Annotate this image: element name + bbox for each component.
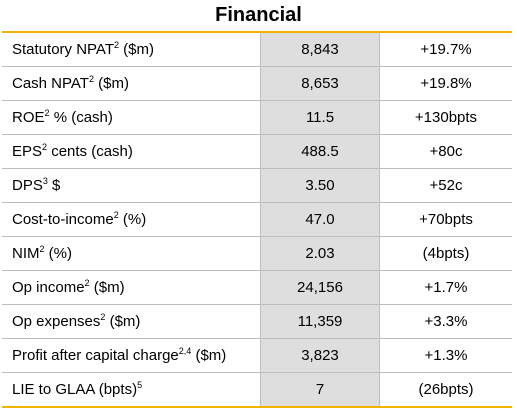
table-row: DPS3 $3.50 +52c — [2, 168, 512, 203]
value-cell: 7 — [260, 372, 380, 407]
value-cell: 3.50 — [260, 168, 380, 203]
value-cell: 11.5 — [260, 100, 380, 135]
footnote-ref: 2 — [44, 108, 50, 118]
change-cell: (26bpts) — [418, 381, 474, 398]
row-label: Statutory NPAT — [12, 41, 114, 58]
row-label-cell: Profit after capital charge2,4 ($m) — [2, 338, 261, 373]
row-label: NIM — [12, 245, 40, 262]
row-label-cell: Op expenses2 ($m) — [2, 304, 261, 339]
table-row: NIM2 (%) 2.03 (4bpts) — [2, 236, 512, 271]
row-label: Op expenses — [12, 313, 101, 330]
change-cell: +19.7% — [379, 32, 512, 67]
footnote-ref: 2 — [113, 40, 119, 50]
row-label: Profit after capital charge — [12, 347, 179, 364]
change-cell: +19.8% — [379, 66, 512, 101]
footnote-ref: 3 — [42, 176, 48, 186]
row-label-cell: NIM2 (%) — [2, 236, 261, 271]
change-cell: +3.3% — [379, 304, 512, 339]
value-cell: 3,823 — [260, 338, 380, 373]
row-label-cell: DPS3 $ — [2, 168, 261, 203]
table-row: Statutory NPAT2 ($m) 8,843 +19.7% — [2, 32, 512, 67]
change-cell: +130bpts — [379, 100, 512, 135]
row-unit: ($m) — [93, 75, 129, 92]
value-cell: 11,359 — [260, 304, 380, 339]
change-cell: +80c — [379, 134, 512, 169]
row-unit: $ — [47, 177, 61, 194]
row-unit: (%) — [118, 211, 147, 228]
row-label-cell: ROE2 % (cash) — [2, 100, 261, 135]
footnote-ref: 2 — [39, 244, 45, 254]
row-label-cell: Cash NPAT2 ($m) — [2, 66, 261, 101]
table-row: Cash NPAT2 ($m) 8,653 +19.8% — [2, 66, 512, 101]
table-row: Op income2 ($m) 24,156 +1.7% — [2, 270, 512, 305]
row-label: Op income — [12, 279, 85, 296]
row-label-cell: EPS2 cents (cash) — [2, 134, 261, 169]
table-row: EPS2 cents (cash) 488.5 +80c — [2, 134, 512, 169]
row-label: Cost-to-income — [12, 211, 114, 228]
footnote-ref: 2 — [42, 142, 48, 152]
row-label-cell: Statutory NPAT2 ($m) — [2, 32, 261, 67]
row-label: EPS — [12, 143, 43, 160]
row-unit: (%) — [44, 245, 73, 262]
row-label-cell: Cost-to-income2 (%) — [2, 202, 261, 237]
change-cell: +52c — [379, 168, 512, 203]
row-unit: % (cash) — [49, 109, 113, 126]
table-row: Cost-to-income2 (%) 47.0 +70bpts — [2, 202, 512, 237]
row-label: DPS — [12, 177, 43, 194]
title: Financial — [215, 4, 302, 26]
change-cell: +1.7% — [379, 270, 512, 305]
row-unit: ($m) — [89, 279, 125, 296]
footnote-ref: 2 — [88, 74, 94, 84]
row-label-cell: Op income2 ($m) — [2, 270, 261, 305]
value-cell: 24,156 — [260, 270, 380, 305]
row-unit: ($m) — [119, 41, 154, 58]
row-unit: cents (cash) — [47, 143, 133, 160]
row-label-cell: LIE to GLAA (bpts)5 — [2, 372, 261, 407]
value-cell: 488.5 — [260, 134, 380, 169]
table-row: LIE to GLAA (bpts)5 7 (26bpts) — [2, 372, 512, 407]
value-cell: 8,843 — [260, 32, 380, 67]
footnote-ref: 2 — [100, 312, 106, 322]
change-cell: +1.3% — [379, 338, 512, 373]
row-unit: ($m) — [191, 347, 227, 364]
footnote-ref: 2 — [84, 278, 90, 288]
change-cell: (4bpts) — [379, 236, 512, 271]
row-label: ROE — [12, 109, 45, 126]
value-cell: 47.0 — [260, 202, 380, 237]
row-label: Cash NPAT — [12, 75, 89, 92]
value-cell: 2.03 — [260, 236, 380, 271]
value-cell: 8,653 — [260, 66, 380, 101]
row-unit: ($m) — [105, 313, 141, 330]
footnote-ref: 2 — [113, 210, 119, 220]
change-cell: +70bpts — [379, 202, 512, 237]
financial-table: Statutory NPAT2 ($m) 8,843 +19.7% Cash NPAT… — [2, 31, 512, 408]
footnote-ref: 5 — [137, 380, 143, 390]
table-row: Profit after capital charge2,4 ($m) 3,823… — [2, 338, 512, 373]
table-body: Statutory NPAT2 ($m) 8,843 +19.7% Cash NPAT… — [2, 32, 512, 407]
table-row: Op expenses2 ($m) 11,359 +3.3% — [2, 304, 512, 339]
footnote-ref: 2,4 — [178, 346, 192, 356]
table-row: ROE2 % (cash) 11.5 +130bpts — [2, 100, 512, 135]
row-label: LIE to GLAA (bpts) — [12, 381, 138, 398]
